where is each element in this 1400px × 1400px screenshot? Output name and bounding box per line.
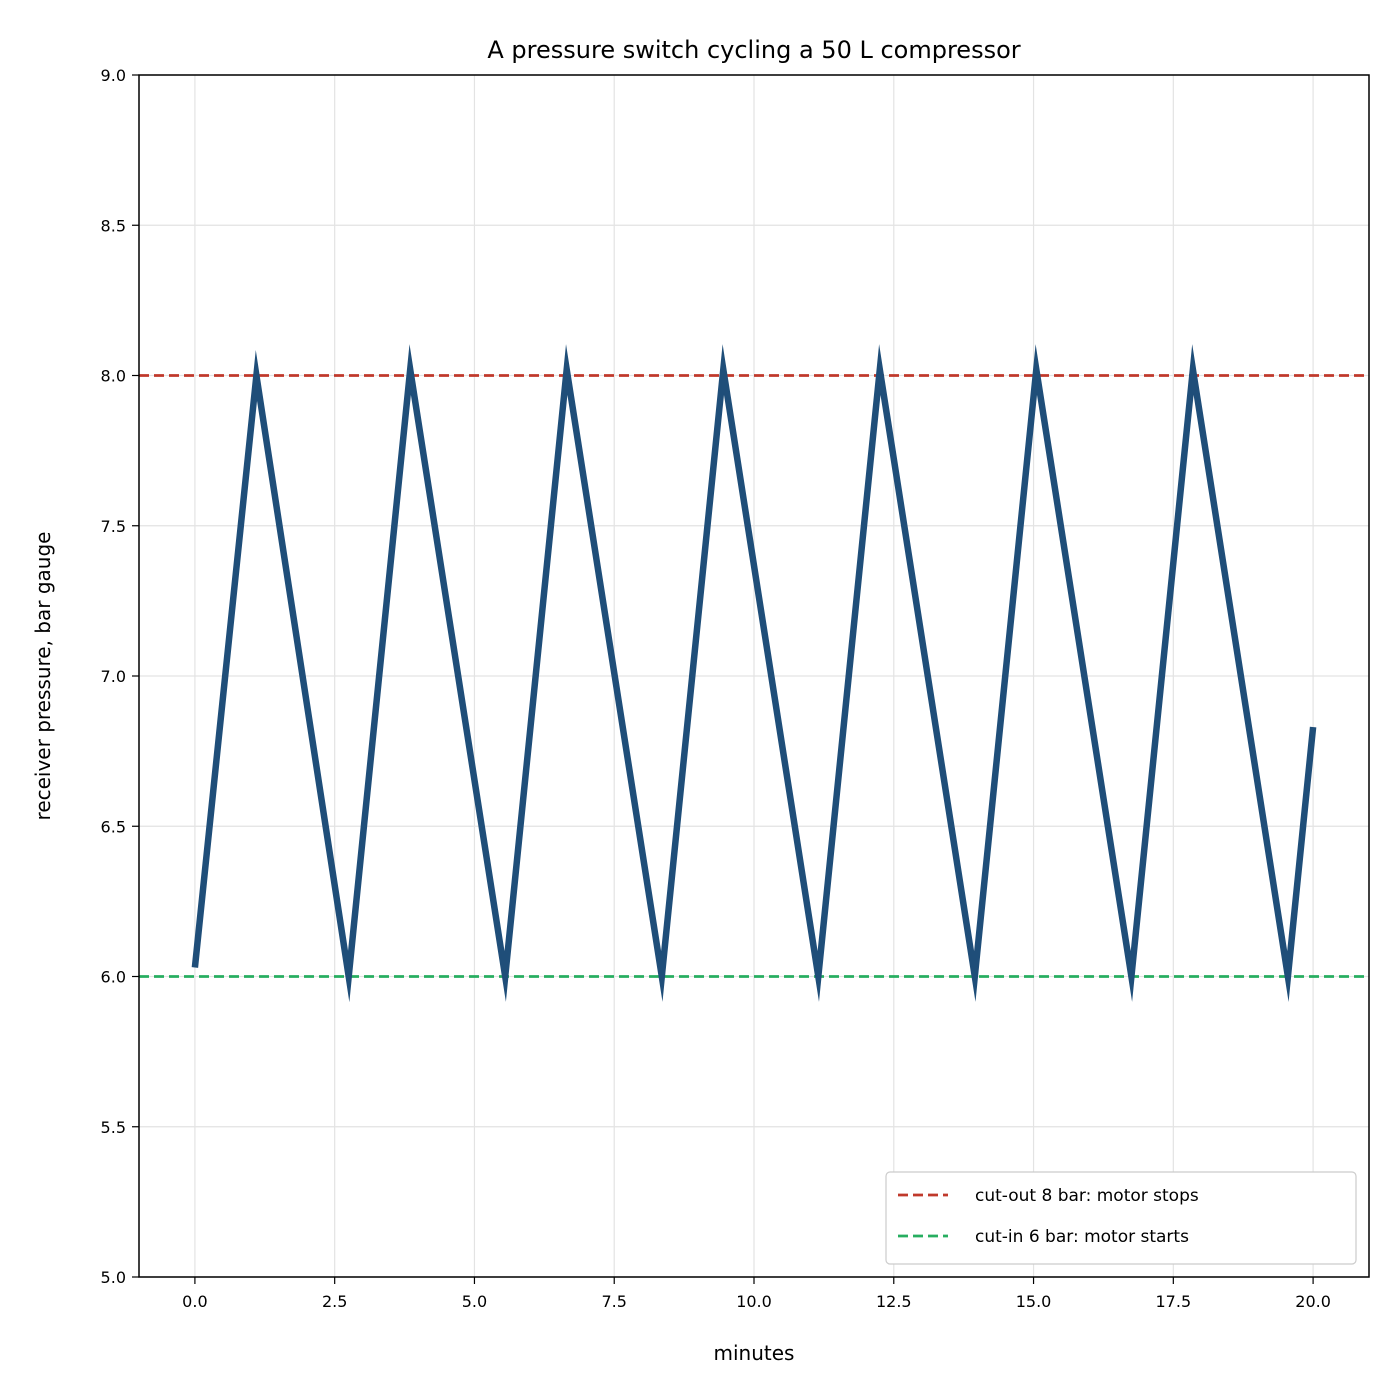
x-axis-ticks: 0.0 2.5 5.0 7.5 10.0 12.5 15.0 17.5 20.0 — [182, 1277, 1331, 1311]
x-tick-label: 2.5 — [322, 1292, 347, 1311]
x-tick-label: 10.0 — [736, 1292, 772, 1311]
x-axis-title: minutes — [714, 1341, 795, 1365]
x-tick-label: 5.0 — [462, 1292, 487, 1311]
x-tick-label: 15.0 — [1016, 1292, 1052, 1311]
series-line — [191, 344, 1317, 1003]
y-axis-ticks: 5.0 5.5 6.0 6.5 7.0 7.5 8.0 8.5 9.0 — [101, 66, 139, 1287]
y-tick-label: 6.5 — [101, 817, 126, 836]
legend-label: cut-out 8 bar: motor stops — [975, 1186, 1199, 1206]
x-tick-label: 20.0 — [1295, 1292, 1331, 1311]
x-tick-label: 17.5 — [1156, 1292, 1192, 1311]
y-tick-label: 9.0 — [101, 66, 126, 85]
y-tick-label: 8.5 — [101, 216, 126, 235]
chart-title: A pressure switch cycling a 50 L compres… — [487, 36, 1020, 64]
y-tick-label: 6.0 — [101, 968, 126, 987]
x-tick-label: 7.5 — [602, 1292, 627, 1311]
x-tick-label: 0.0 — [182, 1292, 207, 1311]
x-tick-label: 12.5 — [876, 1292, 912, 1311]
y-tick-label: 5.0 — [101, 1268, 126, 1287]
y-tick-label: 5.5 — [101, 1118, 126, 1137]
y-axis-title: receiver pressure, bar gauge — [31, 532, 55, 821]
legend-label: cut-in 6 bar: motor starts — [975, 1227, 1189, 1247]
y-tick-label: 7.5 — [101, 517, 126, 536]
series — [191, 344, 1317, 1003]
y-tick-label: 7.0 — [101, 667, 126, 686]
legend: cut-out 8 bar: motor stops cut-in 6 bar: … — [885, 1171, 1357, 1265]
y-tick-label: 8.0 — [101, 367, 126, 386]
reference-lines — [139, 374, 1369, 978]
legend-box — [885, 1171, 1357, 1265]
